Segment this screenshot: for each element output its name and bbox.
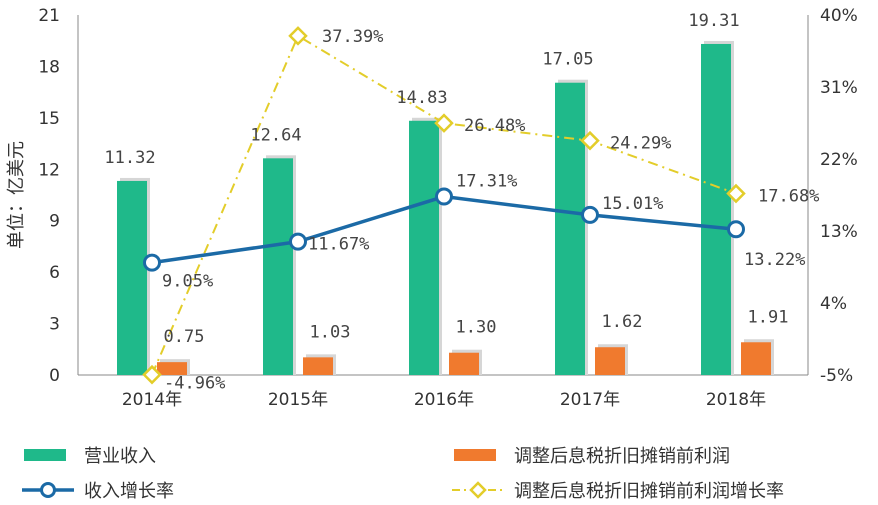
- right-tick-label: 40%: [820, 6, 858, 26]
- data-labels: 11.32 12.64 14.83 17.05 19.31 0.75 1.03 1.30 1.6…: [104, 11, 819, 394]
- legend-swatch: [24, 449, 66, 461]
- ebitda-growth-point: [142, 364, 162, 385]
- ebitda-label: 1.30: [456, 318, 497, 338]
- revenue-growth-point: [289, 232, 307, 251]
- left-tick-label: 18: [38, 57, 60, 77]
- revenue-growth-point: [727, 220, 745, 239]
- revenue-bar: [263, 158, 293, 375]
- revenue-bar: [117, 180, 147, 375]
- legend-label: 收入增长率: [84, 481, 174, 502]
- ebitda-bar: [595, 347, 625, 375]
- left-tick-label: 9: [49, 212, 60, 232]
- legend-label: 调整后息税折旧摊销前利润: [514, 446, 730, 467]
- revenue-label: 12.64: [250, 125, 301, 145]
- right-tick-label: 13%: [820, 222, 858, 242]
- bars: [117, 40, 774, 376]
- revenue-label: 11.32: [104, 148, 155, 168]
- ebitda-label: 1.91: [748, 307, 789, 327]
- revenue-growth-point: [435, 187, 453, 206]
- ebitda-growth-point: [288, 26, 308, 46]
- right-tick-label: 31%: [820, 78, 858, 98]
- x-tick-labels: 2014年 2015年 2016年 2017年 2018年: [122, 390, 766, 410]
- y-axis-label: 单位：亿美元: [6, 141, 27, 249]
- left-tick-label: 12: [38, 160, 60, 180]
- revenue-growth-label: 9.05%: [162, 272, 213, 292]
- ebitda-bar: [157, 362, 187, 375]
- ebitda-label: 1.62: [602, 312, 643, 332]
- ebitda-growth-point: [726, 183, 746, 204]
- x-tick-label: 2017年: [560, 390, 620, 410]
- right-tick-label: 22%: [820, 150, 858, 170]
- right-tick-label: 4%: [820, 294, 847, 314]
- revenue-label: 17.05: [542, 50, 593, 70]
- right-tick-label: -5%: [820, 366, 853, 386]
- left-tick-labels: 0 3 6 9 12 15 18 21: [38, 6, 60, 386]
- legend-label: 调整后息税折旧摊销前利润增长率: [514, 481, 784, 502]
- revenue-bar: [701, 43, 731, 375]
- ebitda-growth-label: -4.96%: [164, 374, 225, 394]
- ebitda-growth-label: 24.29%: [610, 134, 671, 154]
- ebitda-growth-label: 17.68%: [758, 187, 819, 207]
- left-tick-label: 21: [38, 6, 60, 26]
- revenue-bar: [555, 82, 585, 375]
- ebitda-growth-label: 37.39%: [322, 27, 383, 47]
- ebitda-growth-point: [580, 130, 600, 151]
- left-tick-label: 0: [49, 366, 60, 386]
- revenue-growth-label: 17.31%: [456, 172, 517, 192]
- left-tick-label: 6: [49, 263, 60, 283]
- ebitda-label: 0.75: [164, 327, 205, 347]
- ebitda-growth-line: [151, 34, 737, 376]
- ebitda-bar: [449, 352, 479, 375]
- legend-swatch-marker: [469, 481, 487, 499]
- legend-swatch: [454, 449, 496, 461]
- revenue-growth-label: 13.22%: [744, 250, 805, 270]
- x-tick-label: 2018年: [706, 390, 766, 410]
- x-tick-label: 2014年: [122, 390, 182, 410]
- legend-label: 营业收入: [84, 446, 156, 467]
- revenue-bar: [409, 120, 439, 376]
- revenue-growth-point: [143, 253, 161, 272]
- right-tick-labels: -5% 4% 13% 22% 31% 40%: [820, 6, 858, 386]
- lines: [142, 26, 746, 385]
- left-tick-label: 15: [38, 109, 60, 129]
- ebitda-bar: [303, 357, 333, 375]
- revenue-label: 19.31: [688, 11, 739, 31]
- revenue-growth-point: [581, 205, 599, 224]
- ebitda-growth-point: [434, 113, 454, 133]
- x-tick-label: 2016年: [414, 390, 474, 410]
- legend-swatch-marker: [40, 482, 56, 498]
- axes: 单位：亿美元: [6, 15, 809, 376]
- x-tick-label: 2015年: [268, 390, 328, 410]
- ebitda-bar: [741, 342, 771, 375]
- left-tick-label: 3: [49, 315, 60, 335]
- ebitda-growth-label: 26.48%: [464, 116, 525, 136]
- revenue-label: 14.83: [396, 88, 447, 108]
- revenue-growth-label: 11.67%: [308, 235, 369, 255]
- ebitda-label: 1.03: [310, 322, 351, 342]
- revenue-growth-label: 15.01%: [602, 194, 663, 214]
